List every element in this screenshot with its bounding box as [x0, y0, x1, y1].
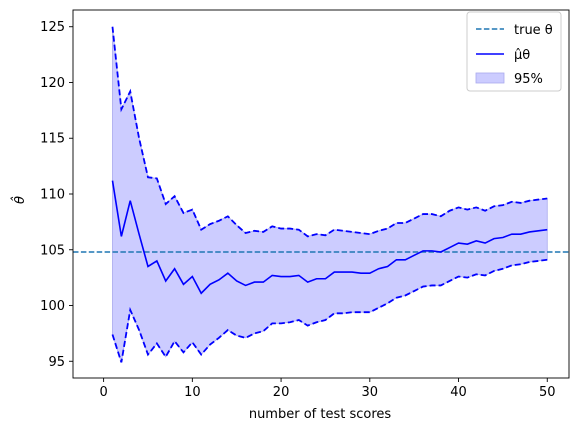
- legend-ci-swatch: [475, 72, 505, 84]
- y-tick-label: 125: [40, 20, 65, 35]
- estimate-line: [111, 180, 548, 295]
- legend: true θ μ̂θ 95%: [466, 11, 562, 92]
- y-tick-label: 100: [40, 299, 65, 314]
- y-axis-label: θ̂: [11, 196, 28, 204]
- x-tick-label: 10: [184, 385, 201, 400]
- legend-true-theta-label: true θ: [514, 23, 553, 38]
- x-tick-label: 0: [99, 385, 107, 400]
- x-tick-label: 30: [362, 385, 379, 400]
- x-tick-label: 40: [450, 385, 467, 400]
- y-tick-label: 110: [40, 188, 65, 203]
- y-tick-label: 95: [48, 355, 65, 370]
- ci-lower-line: [111, 258, 548, 363]
- y-tick-label: 120: [40, 76, 65, 91]
- ci-upper-line: [111, 26, 548, 238]
- legend-ci-label: 95%: [514, 72, 543, 87]
- y-tick-label: 115: [40, 132, 65, 147]
- x-tick-label: 20: [273, 385, 290, 400]
- plot-area: [73, 26, 569, 363]
- legend-box: [466, 11, 562, 92]
- y-tick-label: 105: [40, 243, 65, 258]
- legend-estimate-label: μ̂θ: [514, 48, 530, 63]
- x-tick-label: 50: [539, 385, 556, 400]
- axis-ticks: 0 10 20 30 40 50 95 100 105 110 115 120 125: [40, 9, 570, 400]
- x-axis-label: number of test scores: [249, 407, 392, 422]
